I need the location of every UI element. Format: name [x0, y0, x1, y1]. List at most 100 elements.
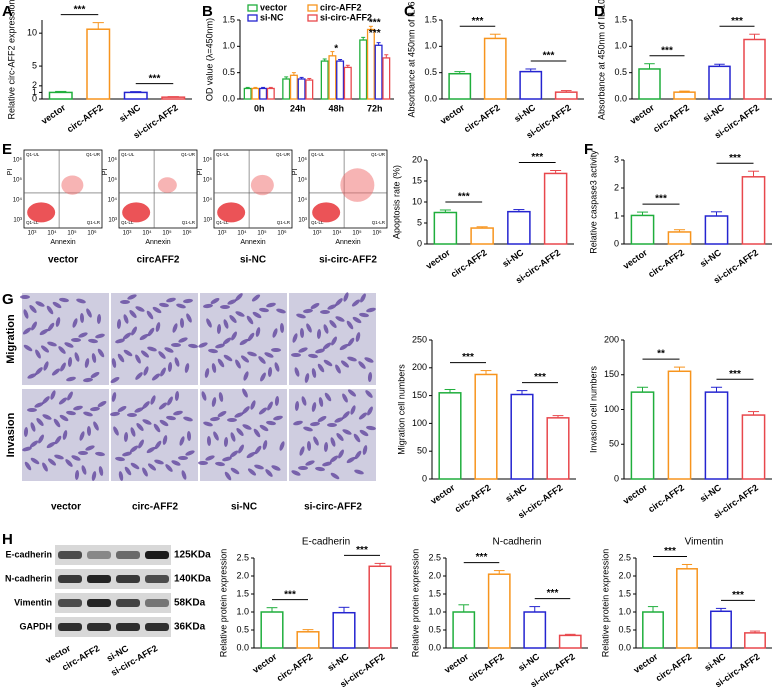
cell-stain [173, 410, 183, 416]
micro-row-label: Migration [5, 314, 17, 364]
cell-stain [62, 430, 68, 440]
cell-stain [242, 388, 248, 398]
x-tick-label: vector [429, 482, 457, 506]
cell-stain [118, 471, 124, 481]
panel-letter: F [584, 141, 593, 158]
quadrant-label: Q1-UL [121, 152, 135, 157]
y-tick-label: 1.0 [222, 41, 235, 51]
cell-stain [234, 412, 244, 418]
y-tick-label: 250 [412, 334, 427, 344]
x-tick-label: 0h [254, 103, 265, 113]
cell-stain [266, 420, 276, 426]
bar [359, 39, 368, 100]
bar [741, 414, 766, 480]
cell-stain [113, 426, 119, 436]
cell-stain [83, 411, 93, 417]
blot-band [145, 575, 169, 583]
cell-stain [27, 408, 37, 412]
cell-stain [306, 441, 312, 451]
cell-stain [178, 455, 188, 461]
cell-stain [35, 301, 45, 307]
cell-stain [183, 298, 193, 304]
cell-stain [30, 457, 40, 465]
panel-letter: A [2, 3, 13, 20]
quadrant-label: Q1-UL [311, 152, 325, 157]
quadrant-label: Q1-LR [87, 220, 101, 225]
bar [558, 634, 582, 649]
flow-x-tick: 10⁶ [182, 230, 192, 237]
cell-stain [174, 357, 180, 367]
cell-stain [179, 436, 185, 446]
cell-stain [36, 418, 44, 426]
cell-stain [246, 451, 256, 459]
y-tick-label: 1.5 [618, 588, 631, 598]
blot-band [116, 599, 140, 607]
y-axis-title: Migration cell numbers [396, 364, 406, 455]
cell-stain [97, 348, 105, 358]
bar [546, 417, 570, 480]
bar [554, 91, 578, 100]
panel-letter: B [202, 3, 213, 20]
cell-stain [353, 433, 361, 443]
cell-stain [30, 422, 36, 432]
cell-stain [22, 446, 32, 452]
bar [741, 176, 766, 245]
micro-row-label: Invasion [5, 412, 17, 457]
cell-stain [142, 401, 150, 409]
y-axis-title: Absorbance at 450nm of IL-6 [406, 1, 416, 117]
bar [366, 28, 375, 100]
cell-stain [310, 421, 320, 427]
cell-stain [120, 300, 130, 304]
cell-stain [235, 359, 241, 369]
cell-stain [354, 450, 362, 460]
x-tick-label: si-NC [504, 482, 529, 504]
cell-stain [258, 356, 266, 364]
bar [332, 611, 356, 649]
micrograph [22, 293, 109, 385]
size-label: 36KDa [174, 622, 206, 633]
cell-stain [123, 314, 129, 324]
cell-stain [96, 314, 102, 324]
bar [642, 611, 664, 649]
cell-stain [46, 305, 54, 315]
cell-stain [366, 307, 376, 313]
blot-band [58, 599, 82, 607]
cell-stain [181, 470, 187, 480]
flow-x-tick: 10⁵ [257, 230, 267, 237]
flow-y-tick: 10⁵ [203, 177, 213, 184]
flow-y-tick: 10³ [298, 218, 307, 224]
cell-stain [123, 432, 129, 442]
y-tick-label: 1.5 [424, 14, 437, 24]
protein-label: GAPDH [19, 621, 52, 631]
cell-stain [240, 355, 250, 363]
cell-stain [46, 441, 56, 449]
cell-stain [24, 461, 32, 471]
cell-stain [154, 459, 164, 465]
y-tick-label: 1.5 [428, 588, 441, 598]
quadrant-label: Q1-LL [216, 220, 229, 225]
y-tick-label: 200 [604, 334, 619, 344]
cell-stain [235, 311, 245, 317]
cell-stain [267, 401, 273, 411]
cell-stain [95, 333, 105, 339]
panel-letter: D [594, 3, 605, 20]
cell-stain [327, 304, 337, 310]
cell-stain [347, 389, 357, 397]
flow-x-tick: 10³ [28, 231, 37, 237]
bar [708, 65, 731, 100]
cell-stain [340, 360, 350, 368]
bar [374, 44, 383, 100]
cell-stain [329, 455, 339, 463]
cell-stain [259, 424, 269, 432]
blot-strip [55, 593, 171, 613]
blot-band [58, 575, 82, 583]
cell-stain [123, 349, 133, 357]
cell-stain [218, 392, 224, 402]
cell-stain [211, 363, 217, 373]
cell-stain [50, 390, 56, 400]
cell-stain [260, 372, 266, 382]
y-tick-label: 100 [604, 404, 619, 414]
cell-stain [152, 306, 162, 314]
cell-stain [323, 324, 329, 334]
cell-stain [159, 302, 169, 308]
